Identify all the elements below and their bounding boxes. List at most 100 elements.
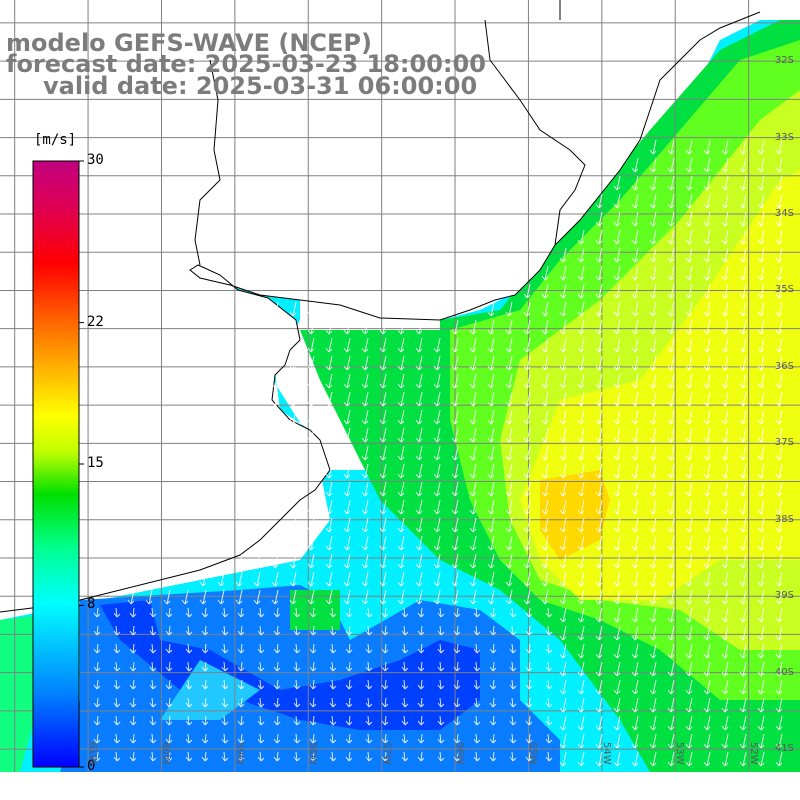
wind-arrow [201, 715, 209, 726]
wind-arrow [703, 247, 711, 263]
wind-arrow [451, 427, 459, 443]
wind-arrow [703, 139, 711, 155]
wind-arrow [273, 679, 281, 690]
wind-arrow [469, 589, 477, 605]
wind-arrow [293, 733, 301, 744]
wind-arrow [149, 679, 157, 690]
wind-arrow [757, 139, 765, 155]
wind-arrow [505, 517, 513, 533]
wind-arrow [649, 679, 657, 695]
wind-arrow [577, 733, 585, 749]
wind-arrow [757, 463, 765, 479]
wind-arrow [721, 391, 729, 407]
wind-arrow [201, 751, 209, 762]
wind-arrow [361, 373, 369, 389]
wind-arrow [631, 481, 639, 497]
wind-arrow [649, 337, 657, 353]
wind-arrow [649, 571, 657, 587]
wind-arrow [469, 481, 477, 497]
wind-arrow [127, 589, 135, 605]
wind-arrow [273, 715, 281, 726]
wind-arrow [739, 625, 747, 641]
wind-arrow [397, 319, 405, 335]
wind-arrow [577, 643, 585, 659]
wind-arrow [545, 679, 553, 690]
wind-arrow [631, 175, 639, 191]
wind-arrow [525, 661, 533, 672]
wind-arrow [739, 373, 747, 389]
wind-arrow [523, 535, 531, 551]
wind-arrow [685, 463, 693, 479]
wind-arrow [469, 427, 477, 443]
wind-arrow [473, 607, 481, 618]
wind-arrow [703, 265, 711, 281]
wind-arrow [703, 229, 711, 245]
wind-arrow [577, 481, 585, 497]
wind-arrow [559, 481, 567, 497]
wind-arrow [289, 373, 297, 389]
wind-arrow [649, 499, 657, 515]
wind-arrow [595, 571, 603, 587]
wind-arrow [775, 535, 783, 551]
wind-arrow [397, 409, 405, 425]
wind-arrow [293, 625, 301, 636]
wind-arrow [559, 391, 567, 407]
wind-arrow [325, 481, 333, 497]
wind-arrow [545, 715, 553, 726]
wind-arrow [525, 679, 533, 690]
title-forecast-date: forecast date: 2025-03-23 18:00:00 [6, 50, 486, 78]
wind-arrow [577, 283, 585, 299]
wind-arrow [613, 373, 621, 389]
wind-arrow [489, 715, 497, 726]
wind-arrow [649, 265, 657, 281]
wind-arrow [577, 229, 585, 245]
wind-arrow [433, 355, 441, 371]
wind-arrow [185, 643, 193, 654]
wind-arrow [775, 463, 783, 479]
wind-arrow [577, 391, 585, 407]
wind-arrow [487, 481, 495, 497]
wind-arrow [469, 355, 477, 371]
wind-arrow [149, 643, 157, 654]
wind-arrow [631, 517, 639, 533]
wind-arrow [487, 301, 495, 317]
wind-arrow [201, 661, 209, 672]
wind-arrow [307, 355, 315, 371]
wind-arrow [631, 409, 639, 425]
wind-arrow [649, 157, 657, 173]
wind-arrow [631, 607, 639, 623]
wind-arrow [273, 643, 281, 654]
wind-arrow [775, 319, 783, 335]
wind-arrow [307, 589, 315, 605]
wind-arrow [525, 697, 533, 708]
wind-arrow [417, 643, 425, 654]
wind-arrow [487, 553, 495, 569]
title-model: modelo GEFS-WAVE (NCEP) [6, 29, 372, 57]
title-valid-date: valid date: 2025-03-31 06:00:00 [43, 72, 478, 100]
wind-arrow [379, 391, 387, 407]
wind-arrow [365, 607, 373, 618]
lat-label: 40S [774, 666, 794, 678]
wind-arrow [667, 391, 675, 407]
wind-arrow [685, 553, 693, 569]
wind-arrow [703, 319, 711, 335]
wind-arrow [721, 247, 729, 263]
wind-arrow [505, 553, 513, 569]
wind-arrow [201, 643, 209, 654]
wind-arrow [361, 427, 369, 443]
wind-arrow [703, 445, 711, 461]
wind-arrow [289, 301, 297, 317]
wind-arrow [487, 427, 495, 443]
wind-arrow [631, 535, 639, 551]
wind-arrow [775, 265, 783, 281]
wind-arrow [361, 463, 369, 479]
wind-arrow [685, 319, 693, 335]
wind-arrow [237, 733, 245, 744]
wind-arrow [437, 661, 445, 672]
wind-arrow [595, 373, 603, 389]
wind-arrow [129, 679, 137, 690]
wind-arrow [469, 571, 477, 587]
wind-arrow [703, 553, 711, 569]
wind-arrow [685, 733, 693, 749]
wind-arrow [775, 697, 783, 713]
